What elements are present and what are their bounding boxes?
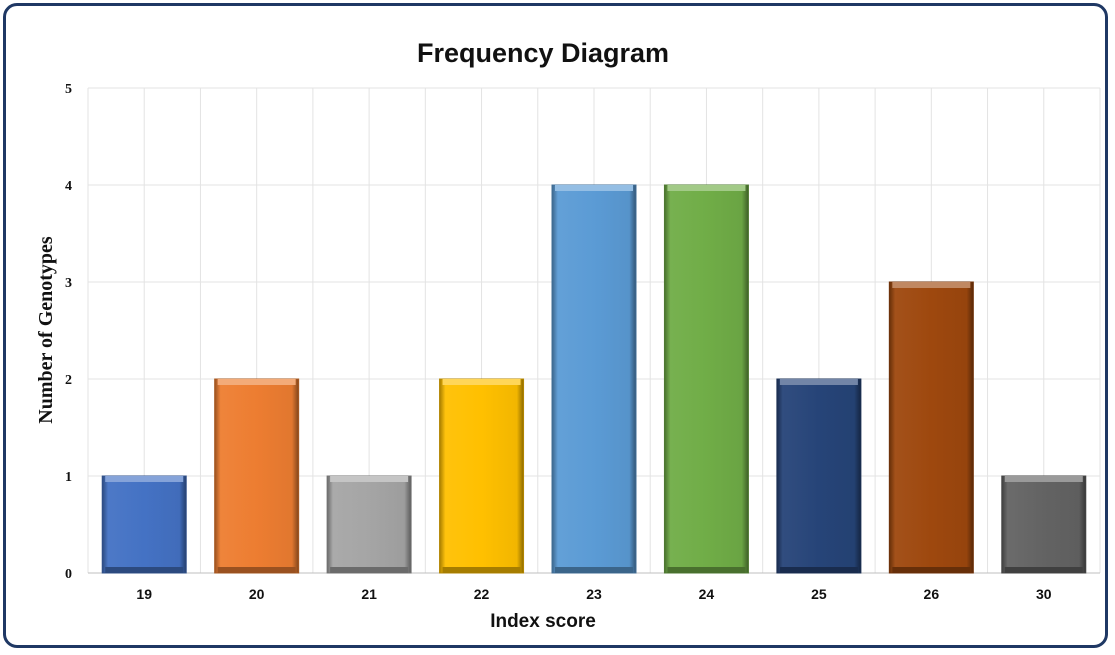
bar-top-highlight bbox=[892, 282, 971, 288]
x-tick-label: 26 bbox=[924, 586, 940, 602]
bar bbox=[888, 281, 974, 574]
x-tick-label: 24 bbox=[699, 586, 715, 602]
bar-30 bbox=[1001, 475, 1087, 574]
chart-title: Frequency Diagram bbox=[417, 38, 669, 68]
bars bbox=[101, 184, 1087, 574]
bar-top-highlight bbox=[779, 379, 858, 385]
bar-top-highlight bbox=[442, 379, 521, 385]
bar-19 bbox=[101, 475, 187, 574]
y-tick-label: 4 bbox=[65, 179, 72, 194]
y-tick-label: 3 bbox=[65, 276, 72, 291]
bar-top-highlight bbox=[217, 379, 296, 385]
bar-top-highlight bbox=[555, 185, 633, 191]
bar bbox=[1001, 475, 1087, 574]
bar-top-highlight bbox=[105, 476, 184, 482]
y-axis-ticks: 0 1 2 3 4 5 bbox=[65, 82, 72, 582]
bar-bottom-shade bbox=[217, 567, 296, 573]
bar-bottom-shade bbox=[442, 567, 521, 573]
bar-26 bbox=[888, 281, 974, 574]
bar-bottom-shade bbox=[105, 567, 184, 573]
bar-23 bbox=[551, 184, 637, 574]
bar-bottom-shade bbox=[667, 567, 746, 573]
bar bbox=[663, 184, 749, 574]
y-axis-label: Number of Genotypes bbox=[35, 236, 57, 424]
bar-top-highlight bbox=[330, 476, 409, 482]
bar-bottom-shade bbox=[555, 567, 633, 573]
bar-21 bbox=[326, 475, 412, 574]
bar bbox=[439, 378, 525, 574]
bar bbox=[551, 184, 637, 574]
bar-bottom-shade bbox=[779, 567, 858, 573]
x-tick-label: 20 bbox=[249, 586, 265, 602]
x-tick-label: 22 bbox=[474, 586, 490, 602]
x-tick-label: 23 bbox=[586, 586, 602, 602]
y-tick-label: 1 bbox=[65, 470, 72, 485]
bar bbox=[776, 378, 862, 574]
bar bbox=[101, 475, 187, 574]
bar-bottom-shade bbox=[1004, 567, 1083, 573]
x-tick-label: 25 bbox=[811, 586, 827, 602]
bar-25 bbox=[776, 378, 862, 574]
y-tick-label: 0 bbox=[65, 567, 72, 582]
bar-22 bbox=[439, 378, 525, 574]
bar-bottom-shade bbox=[330, 567, 409, 573]
y-tick-label: 5 bbox=[65, 82, 72, 97]
bar-top-highlight bbox=[667, 185, 746, 191]
bar-top-highlight bbox=[1004, 476, 1083, 482]
x-axis-ticks: 19 20 21 22 23 24 25 26 30 bbox=[136, 586, 1051, 602]
bar-20 bbox=[214, 378, 300, 574]
bar bbox=[214, 378, 300, 574]
x-tick-label: 21 bbox=[361, 586, 377, 602]
y-tick-label: 2 bbox=[65, 373, 72, 388]
x-tick-label: 19 bbox=[136, 586, 152, 602]
bar bbox=[326, 475, 412, 574]
x-tick-label: 30 bbox=[1036, 586, 1052, 602]
bar-bottom-shade bbox=[892, 567, 971, 573]
x-axis-label: Index score bbox=[490, 611, 596, 632]
bar-24 bbox=[663, 184, 749, 574]
